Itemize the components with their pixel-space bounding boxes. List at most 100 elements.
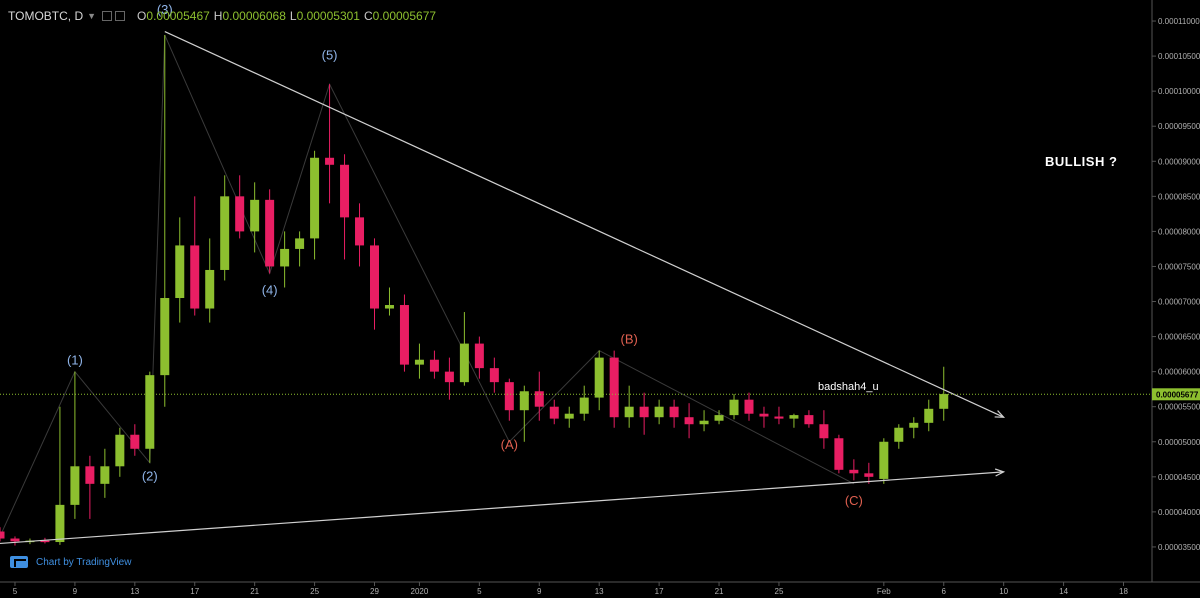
candle (909, 417, 919, 439)
candle-body (654, 406, 664, 418)
x-tick-label: 18 (1119, 587, 1128, 596)
elliott-wave-line (0, 34, 855, 537)
candle (100, 448, 110, 498)
wave-label: (1) (67, 353, 83, 368)
candle-body (429, 359, 439, 372)
candle (744, 392, 754, 421)
candle (265, 189, 275, 274)
candle (774, 406, 784, 425)
bullish-annotation: BULLISH ? (1045, 154, 1118, 169)
candle (310, 150, 320, 260)
y-tick-label: 0.00003500 (1158, 543, 1200, 552)
y-tick-label: 0.00010000 (1158, 87, 1200, 96)
high-value: 0.00006068 (222, 9, 286, 23)
candle-body (609, 357, 619, 418)
x-tick-label: 29 (370, 587, 379, 596)
candle-body (939, 394, 949, 409)
candle-body (924, 408, 934, 423)
x-tick-label: 9 (537, 587, 542, 596)
candle-body (549, 406, 559, 419)
candle-body (175, 245, 185, 299)
candle-body (534, 391, 544, 407)
candle-body (70, 466, 80, 505)
candle (175, 217, 185, 323)
y-tick-label: 0.00009000 (1158, 157, 1200, 166)
symbol-name[interactable]: TOMOBTC, D (8, 9, 84, 23)
candle-body (834, 438, 844, 470)
candle (115, 427, 125, 477)
candle-body (699, 420, 709, 425)
eye-icon[interactable] (102, 11, 113, 21)
candle-body (639, 406, 649, 418)
candle (894, 424, 904, 449)
candle-body (804, 415, 814, 425)
candle-body (160, 298, 170, 376)
candle-body (399, 305, 409, 365)
candle (714, 410, 724, 425)
candle (85, 455, 95, 519)
candle (295, 231, 305, 267)
candle (370, 238, 379, 330)
candle (459, 312, 469, 386)
current-price-line: 0.00005677 (0, 388, 1200, 401)
tradingview-branding[interactable]: Chart by TradingView (10, 556, 131, 568)
candle-body (310, 157, 320, 239)
candle-body (579, 397, 589, 414)
candle-body (370, 245, 379, 309)
candle (879, 438, 889, 484)
candle (789, 413, 799, 428)
candle-body (0, 531, 5, 539)
candle (414, 343, 424, 379)
y-tick-label: 0.00004500 (1158, 473, 1200, 482)
chevron-down-icon[interactable]: ▼ (87, 11, 97, 21)
y-tick-label: 0.00010500 (1158, 52, 1200, 61)
candle (55, 406, 65, 545)
candle (489, 357, 499, 393)
candle (0, 527, 5, 542)
candle (819, 410, 829, 449)
y-tick-label: 0.00009500 (1158, 122, 1200, 131)
candle (145, 371, 155, 463)
x-tick-label: 14 (1059, 587, 1068, 596)
candle-body (774, 416, 784, 419)
candle-body (40, 540, 50, 543)
settings-icon[interactable] (115, 11, 126, 21)
x-tick-label: 21 (715, 587, 724, 596)
trendline-arrow-icon (994, 410, 1006, 418)
high-label: H (213, 9, 223, 23)
candle-body (669, 406, 679, 418)
x-tick-label: 17 (190, 587, 199, 596)
candle (684, 403, 694, 439)
candle (834, 434, 844, 474)
candle (325, 84, 335, 204)
candle-body (714, 415, 724, 421)
candle-body (115, 434, 125, 467)
y-tick-label: 0.00007500 (1158, 262, 1200, 271)
candle-body (624, 406, 634, 418)
candle (504, 378, 514, 421)
candle-body (355, 217, 365, 246)
candle (474, 336, 484, 379)
candle-body (489, 368, 499, 383)
candle-body (414, 359, 424, 365)
resistance-trendline (164, 31, 1004, 418)
candle-body (594, 357, 604, 398)
wave-label: (A) (501, 437, 518, 452)
candle-body (879, 441, 889, 479)
candle (250, 182, 260, 253)
candle-body (295, 238, 305, 249)
x-tick-label: 5 (13, 587, 18, 596)
open-label: O (137, 9, 147, 23)
candle-body (744, 399, 754, 414)
x-tick-label: 25 (775, 587, 784, 596)
candle (190, 196, 200, 316)
x-tick-label: 13 (130, 587, 139, 596)
support-trendline (0, 471, 1004, 545)
candle-body (100, 466, 110, 484)
y-tick-label: 0.00008000 (1158, 227, 1200, 236)
trendlines[interactable] (0, 31, 1006, 545)
candle (399, 294, 409, 372)
x-tick-label: 5 (477, 587, 482, 596)
candle-body (280, 248, 290, 267)
